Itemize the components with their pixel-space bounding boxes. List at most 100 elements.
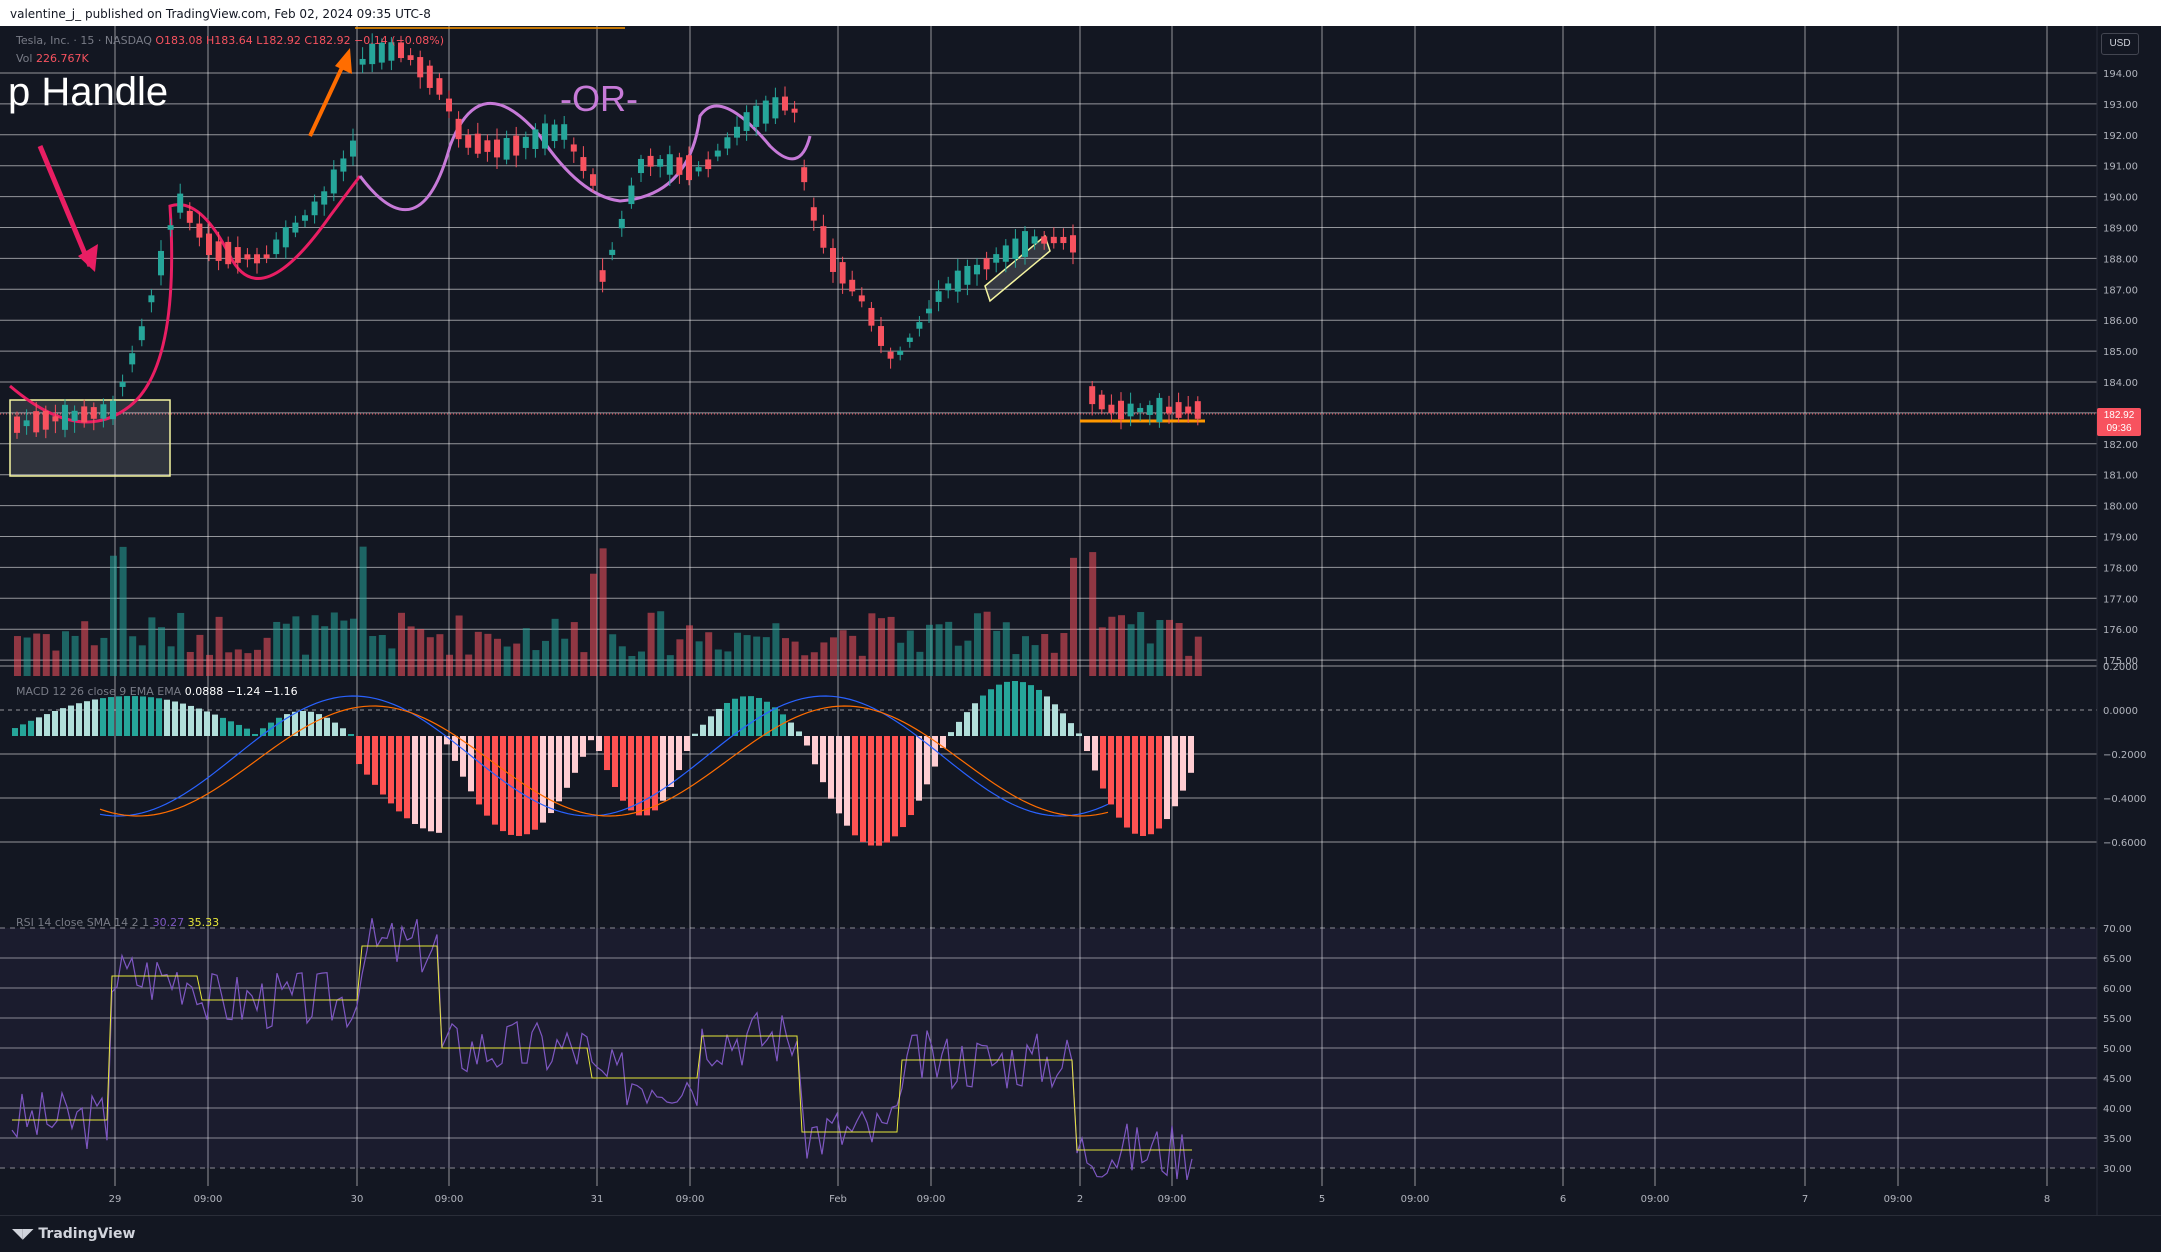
candle-body [743,112,750,131]
macd-bar [220,717,226,736]
candle-body [1060,236,1067,244]
volume-bar [311,615,319,676]
macd-legend[interactable]: MACD 12 26 close 9 EMA EMA 0.0888 −1.24 … [16,685,298,698]
macd-bar [484,736,490,816]
drawing-title-text[interactable]: p Handle [8,70,169,114]
candle-body [734,126,740,138]
volume-bar [974,613,981,676]
volume-bar [1041,634,1049,676]
volume-bar [1118,615,1125,676]
candle-body [782,96,788,111]
macd-bar [1004,681,1010,736]
candle-body [263,254,270,259]
candle-body [14,416,20,433]
symbol-legend[interactable]: Tesla, Inc. · 15 · NASDAQ O183.08 H183.6… [16,34,444,47]
price-tick-label: 179.00 [2103,533,2138,544]
candle-body [426,65,433,88]
macd-bar [164,699,170,736]
volume-bar [110,555,117,676]
volume-bar [1194,636,1202,676]
candle-body [340,158,347,172]
candle-body [657,159,664,167]
candle-body [33,411,40,433]
volume-bar [551,618,559,676]
macd-bar [844,736,850,826]
candle-body [186,210,193,223]
macd-bar [332,722,338,736]
price-tick-label: 190.00 [2103,193,2138,204]
macd-tick-label: −0.4000 [2103,794,2146,805]
macd-bar [772,707,778,736]
candle-body [71,410,78,421]
macd-bar [100,698,106,736]
macd-bar [412,736,418,824]
candle-body [810,207,817,221]
macd-bar [324,717,330,736]
macd-histogram [12,681,1194,846]
macd-bar [1012,681,1018,736]
candle-body [484,140,491,152]
macd-bar [1052,704,1058,736]
volume-bar [14,636,21,676]
macd-bar [572,736,578,773]
volume-bar [628,655,636,676]
price-tick-label: 191.00 [2103,162,2138,173]
volume-bar [340,620,348,676]
volume-bar [1060,633,1068,676]
rsi-tick-label: 50.00 [2103,1044,2132,1055]
macd-bar [60,708,66,736]
candle-body [887,351,894,359]
macd-bar [1092,736,1098,771]
chart-canvas[interactable]: 194.00 193.00 192.00 191.00 190.00 189.00 188.… [0,26,2161,1215]
candle-body [916,322,923,329]
volume-bar [1175,623,1183,676]
macd-bar [716,708,722,736]
volume-bar [465,654,473,676]
volume-legend[interactable]: Vol 226.767K [16,52,89,65]
rsi-sma-value: 35.33 [187,916,220,929]
candle-body [724,137,731,149]
volume-bar [1022,636,1029,676]
volume-bar [964,640,972,676]
candle-body [244,254,251,260]
volume-bar [378,634,386,676]
macd-bar [724,702,730,736]
volume-bar [244,653,252,676]
volume-bar [42,634,50,676]
time-tick-label: 09:00 [1641,1194,1670,1205]
candle-body [839,262,846,284]
macd-bar [1124,736,1130,828]
volume-bar [1098,627,1106,676]
macd-bar [404,736,410,819]
volume-bar [330,612,338,676]
symbol-name: Tesla, Inc. · 15 · NASDAQ [16,34,152,47]
candle-body [1098,394,1105,410]
volume-bar [513,643,521,676]
macd-bar [340,728,346,736]
time-tick-label: 09:00 [1884,1194,1913,1205]
candle-body [906,337,913,342]
logo-icon: ◥◤ [12,1226,39,1242]
candle-body [1108,404,1115,413]
volume-bar [369,636,377,676]
macd-bar [1148,736,1154,835]
volume-bar [62,631,69,676]
macd-bar [524,736,530,835]
tradingview-logo[interactable]: ◥◤ TradingView [12,1226,135,1242]
macd-bar [172,701,178,736]
currency-button[interactable]: USD [2101,33,2139,55]
candle-body [446,98,452,112]
drawing-or-text[interactable]: -OR- [560,78,638,119]
rsi-line [11,918,1193,1181]
time-tick-label: 29 [109,1194,122,1205]
macd-bar [116,696,122,736]
pink-arrow-drawing [37,145,93,267]
price-tick-label: 192.00 [2103,131,2138,142]
volume-bar [119,546,127,676]
candle-body [1156,397,1163,423]
candle-body [1185,406,1192,414]
axis-labels: 194.00 193.00 192.00 191.00 190.00 189.00 188.… [109,69,2147,1205]
candle-body [436,78,443,95]
rsi-legend[interactable]: RSI 14 close SMA 14 2 1 30.27 35.33 [16,916,219,929]
time-tick-label: 09:00 [194,1194,223,1205]
